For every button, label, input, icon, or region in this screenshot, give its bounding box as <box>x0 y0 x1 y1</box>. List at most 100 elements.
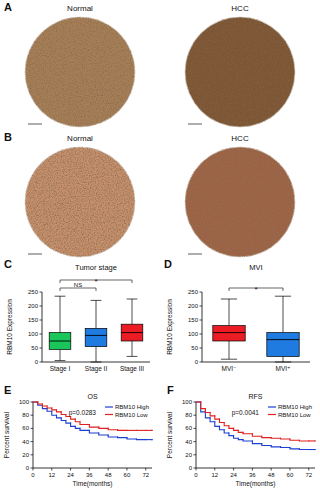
y-axis <box>202 292 203 362</box>
y-tick-label: 60 <box>22 425 29 431</box>
box <box>267 333 299 357</box>
tissue-core <box>25 147 135 257</box>
survival-step <box>210 418 215 422</box>
legend-swatch <box>105 406 113 407</box>
survival-step <box>108 428 117 429</box>
panel-label: E <box>4 384 11 396</box>
x-tick <box>33 468 34 471</box>
y-tick-label: 100 <box>188 331 199 337</box>
survival-step <box>234 428 239 430</box>
survival-step <box>108 435 117 437</box>
survival-step <box>252 441 261 444</box>
y-axis <box>196 402 197 468</box>
tissue-core <box>25 17 135 127</box>
survival-step <box>229 433 234 436</box>
x-tick-label: 0 <box>194 472 198 478</box>
legend-swatch <box>268 406 276 407</box>
chart-title: OS <box>87 393 97 400</box>
whisker-cap-high <box>127 299 138 300</box>
y-tick <box>200 306 203 307</box>
whisker-low <box>283 356 284 362</box>
survival-step <box>61 418 66 421</box>
box <box>121 324 143 341</box>
survival-step <box>89 424 98 427</box>
y-tick-label: 80 <box>22 412 29 418</box>
scale-bar <box>28 124 42 125</box>
survival-step <box>238 430 243 432</box>
panel-label: F <box>167 384 174 396</box>
x-tick-label: Stage III <box>120 365 144 373</box>
scale-bar <box>188 254 202 255</box>
x-tick <box>126 468 127 471</box>
chart-title: Tumor stage <box>75 263 117 272</box>
survival-step <box>52 408 57 410</box>
significance-bracket <box>60 288 96 291</box>
x-tick <box>51 468 52 471</box>
survival-step <box>127 438 136 439</box>
panel-label: C <box>4 258 12 270</box>
box <box>49 333 71 350</box>
x-tick-label: MVI⁻ <box>222 365 237 372</box>
whisker-cap-low <box>221 359 237 360</box>
x-tick <box>89 468 90 471</box>
survival-chart: EOSPercent survivalTime(months)020406080… <box>3 384 152 488</box>
survival-step <box>224 422 229 425</box>
legend-swatch <box>105 414 113 415</box>
y-tick <box>40 292 43 293</box>
survival-step <box>38 402 43 404</box>
survival-step <box>52 411 57 415</box>
y-tick-label: 0 <box>189 465 193 471</box>
y-tick-label: 200 <box>28 303 39 309</box>
marks <box>196 402 315 450</box>
whisker-low <box>96 347 97 362</box>
whisker-cap-low <box>275 362 291 363</box>
panel-label: A <box>4 1 12 13</box>
y-tick <box>31 428 34 429</box>
survival-step <box>71 417 76 420</box>
x-axis <box>42 362 150 363</box>
marks <box>213 296 299 362</box>
panel-label: D <box>164 258 172 270</box>
image-panel: ANormalHCC <box>4 1 295 127</box>
whisker-cap-high <box>221 299 237 300</box>
p-value: p=0.0041 <box>232 409 260 417</box>
scale-bar <box>188 124 202 125</box>
y-tick <box>200 320 203 321</box>
survival-step <box>33 401 38 402</box>
whisker-high <box>60 296 61 332</box>
chart-title: MVI <box>249 263 262 272</box>
median <box>213 332 245 333</box>
legend-label: RBM10 Low <box>115 412 148 418</box>
y-tick <box>31 454 34 455</box>
tissue-texture <box>185 17 295 127</box>
whisker-cap-low <box>55 360 66 361</box>
image-title: HCC <box>231 4 249 13</box>
y-tick-label: 100 <box>28 331 39 337</box>
box <box>85 328 107 346</box>
survival-step <box>262 444 271 446</box>
x-tick-label: 72 <box>142 472 149 478</box>
survival-step <box>234 436 239 439</box>
survival-step <box>99 433 108 435</box>
y-axis <box>42 292 43 362</box>
survival-step <box>219 426 224 429</box>
y-axis-title: Percent survival <box>3 411 10 458</box>
x-tick-label: 60 <box>124 472 131 478</box>
y-tick <box>200 334 203 335</box>
marks <box>49 296 143 362</box>
significance-label: NS <box>74 282 82 288</box>
survival-step <box>281 446 290 448</box>
y-tick <box>40 334 43 335</box>
y-tick-label: 250 <box>188 289 199 295</box>
survival-step <box>146 439 152 440</box>
x-tick-label: 36 <box>86 472 93 478</box>
survival-step <box>47 406 52 408</box>
survival-step <box>33 401 38 402</box>
survival-step <box>243 440 252 441</box>
y-tick-label: 200 <box>188 303 199 309</box>
survival-step <box>238 438 243 439</box>
survival-step <box>271 437 280 439</box>
image-title: HCC <box>231 134 249 143</box>
survival-step <box>42 404 47 406</box>
y-tick-label: 100 <box>19 399 30 405</box>
